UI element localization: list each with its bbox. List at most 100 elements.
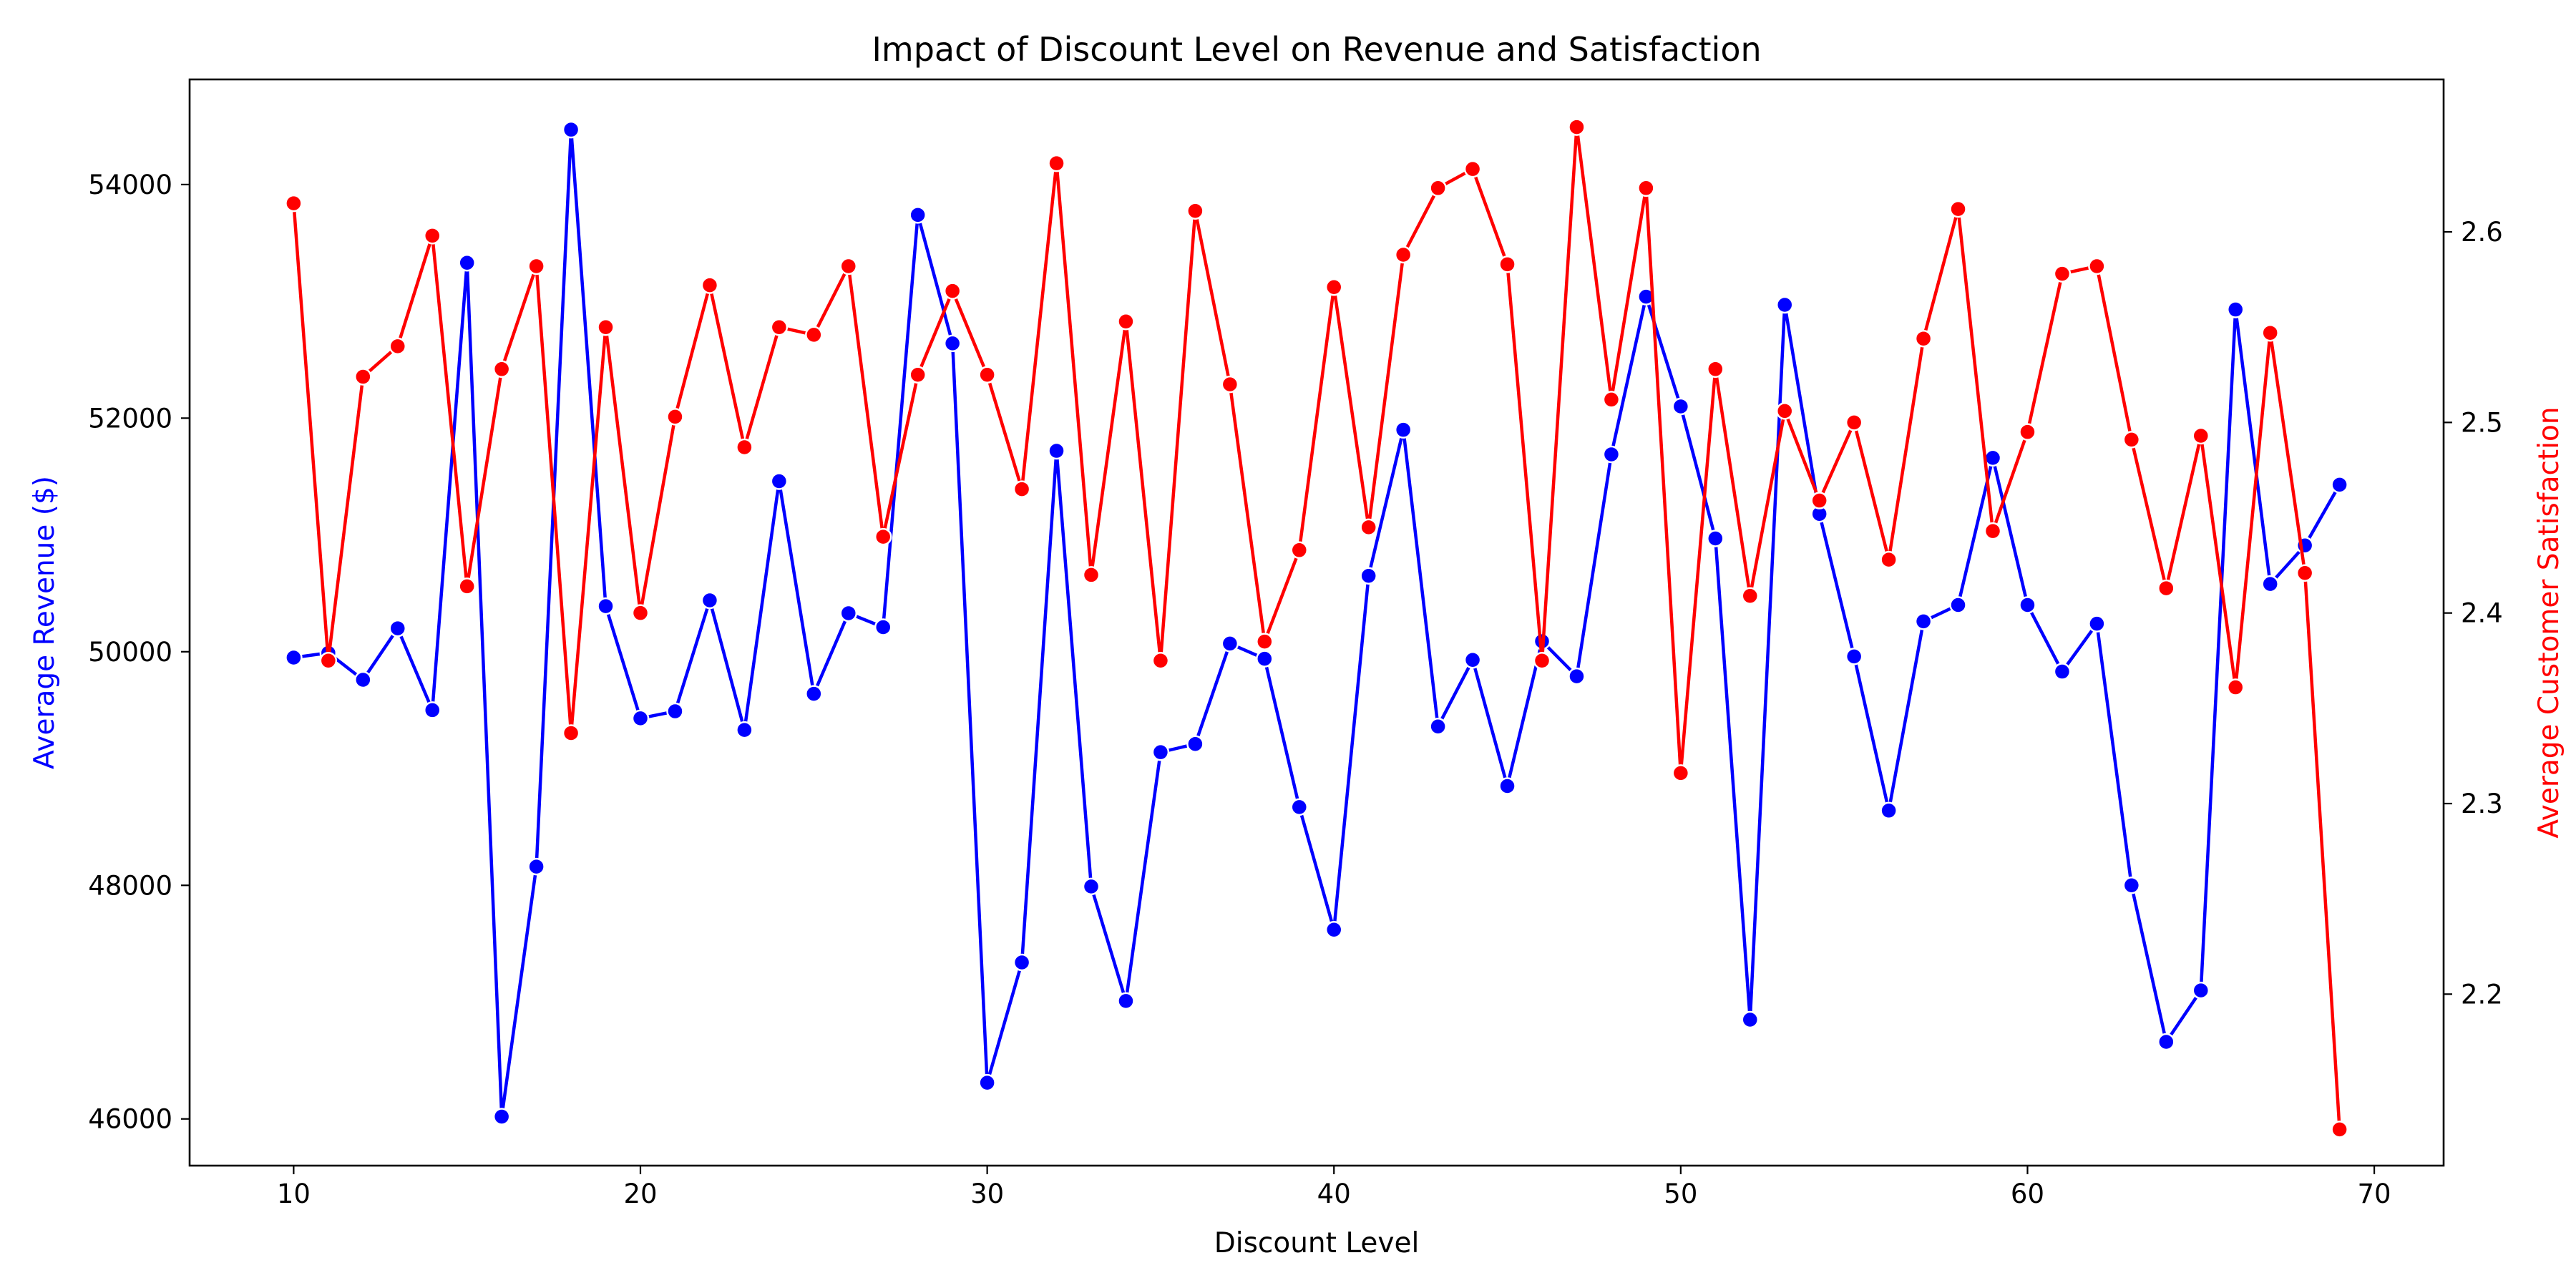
data-point [1394,245,1413,264]
data-point [1880,550,1898,569]
data-point [527,257,545,275]
y-axis-left: 46000 48000 50000 52000 54000 [88,170,190,1135]
data-point [2296,564,2314,582]
data-point [1186,202,1204,220]
data-point [736,721,753,739]
data-point [943,282,962,300]
data-point [2192,426,2210,445]
data-point [1013,953,1031,972]
data-point [1082,566,1101,584]
data-point [1845,648,1863,665]
x-tick-label: 60 [2011,1179,2044,1209]
data-point [1463,650,1482,669]
data-point [1914,329,1933,348]
data-point [354,368,372,386]
data-point [1741,587,1760,605]
y-axis-right-label: Average Customer Satisfaction [2533,406,2565,838]
data-point [2226,678,2245,696]
data-point [2053,265,2072,283]
data-point [1394,421,1413,439]
x-axis: 10 20 30 40 50 60 70 [277,1166,2391,1209]
y-axis-left-label: Average Revenue ($) [29,476,61,769]
data-point [909,366,927,384]
plot-frame [188,78,2445,1167]
data-point [389,337,407,356]
data-point [1221,635,1239,653]
data-point [458,577,476,595]
data-point [285,648,303,667]
data-point [2122,877,2141,894]
data-point [839,257,858,275]
series-line [293,127,2341,1118]
data-point [666,702,684,721]
data-point [1360,567,1377,585]
data-point [1775,402,1794,420]
y-right-tick-label: 2.2 [2461,979,2503,1010]
data-point [1290,541,1309,560]
data-point [666,408,684,426]
data-point [2192,981,2210,1000]
y-right-tick-label: 2.6 [2461,217,2503,248]
data-point [874,618,892,636]
data-point [1151,652,1170,670]
data-point [1186,735,1204,753]
data-point [1463,160,1482,178]
y-axis-right: 2.2 2.3 2.4 2.5 2.6 [2444,217,2503,1010]
data-point [805,326,823,344]
data-point [1082,877,1101,896]
data-point [1013,480,1031,498]
data-point [1429,179,1447,197]
y-right-tick-label: 2.3 [2461,789,2503,819]
y-right-tick-label: 2.4 [2461,598,2503,629]
data-point [978,1073,996,1092]
y-left-tick-label: 50000 [88,637,172,668]
data-point [1290,798,1309,816]
data-point [943,334,962,353]
data-point [1117,312,1135,331]
data-point [423,701,441,719]
data-point [492,360,511,379]
data-point [1533,652,1551,670]
data-point [978,366,996,384]
data-point [1324,278,1343,296]
data-point [1602,391,1621,409]
data-point [874,527,892,546]
data-point [2157,579,2175,597]
data-point [1498,777,1516,795]
data-point [597,597,615,615]
data-point [389,619,407,638]
data-point [839,604,858,623]
data-point [2261,575,2279,593]
data-point [1672,397,1690,416]
data-point [423,227,441,245]
data-point [1256,633,1274,650]
x-tick-label: 70 [2358,1179,2391,1209]
y-left-tick-label: 48000 [88,870,172,901]
data-point [1429,718,1447,736]
data-point [1810,492,1828,509]
y-left-tick-label: 46000 [88,1104,172,1135]
data-point [1914,613,1933,630]
data-point [1360,518,1377,537]
x-tick-label: 30 [970,1179,1004,1209]
data-point [770,472,789,490]
data-point [1221,375,1239,394]
data-point [1949,596,1967,614]
y-right-tick-label: 2.5 [2461,407,2503,438]
data-point [1256,650,1274,668]
data-point [1568,118,1586,136]
data-point [2053,663,2072,680]
data-point [1845,414,1863,431]
data-point [2261,323,2279,342]
data-point [1672,764,1690,782]
data-point [354,670,372,689]
x-axis-label: Discount Level [1214,1227,1420,1259]
data-point [2157,1033,2175,1051]
data-point [2019,596,2036,614]
data-point [458,254,476,272]
data-point [2226,301,2245,318]
data-point [631,604,650,622]
data-point [1498,255,1516,273]
data-point [1151,743,1170,761]
data-point [1048,154,1065,172]
